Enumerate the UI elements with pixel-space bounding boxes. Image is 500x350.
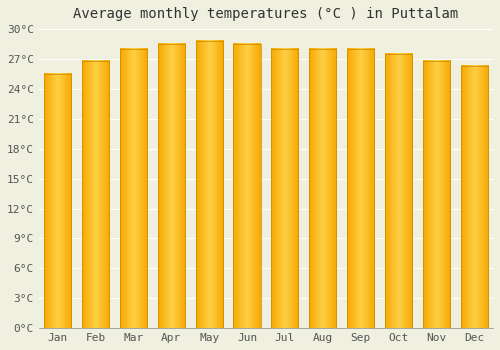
Bar [347,49,374,328]
Bar [82,61,109,328]
Bar [196,41,223,328]
Bar [44,74,72,328]
Bar [120,49,147,328]
Bar [158,44,185,328]
Bar [234,44,260,328]
Bar [385,54,412,328]
Bar [460,66,488,328]
Bar [271,49,298,328]
Bar [422,61,450,328]
Bar [309,49,336,328]
Title: Average monthly temperatures (°C ) in Puttalam: Average monthly temperatures (°C ) in Pu… [74,7,458,21]
